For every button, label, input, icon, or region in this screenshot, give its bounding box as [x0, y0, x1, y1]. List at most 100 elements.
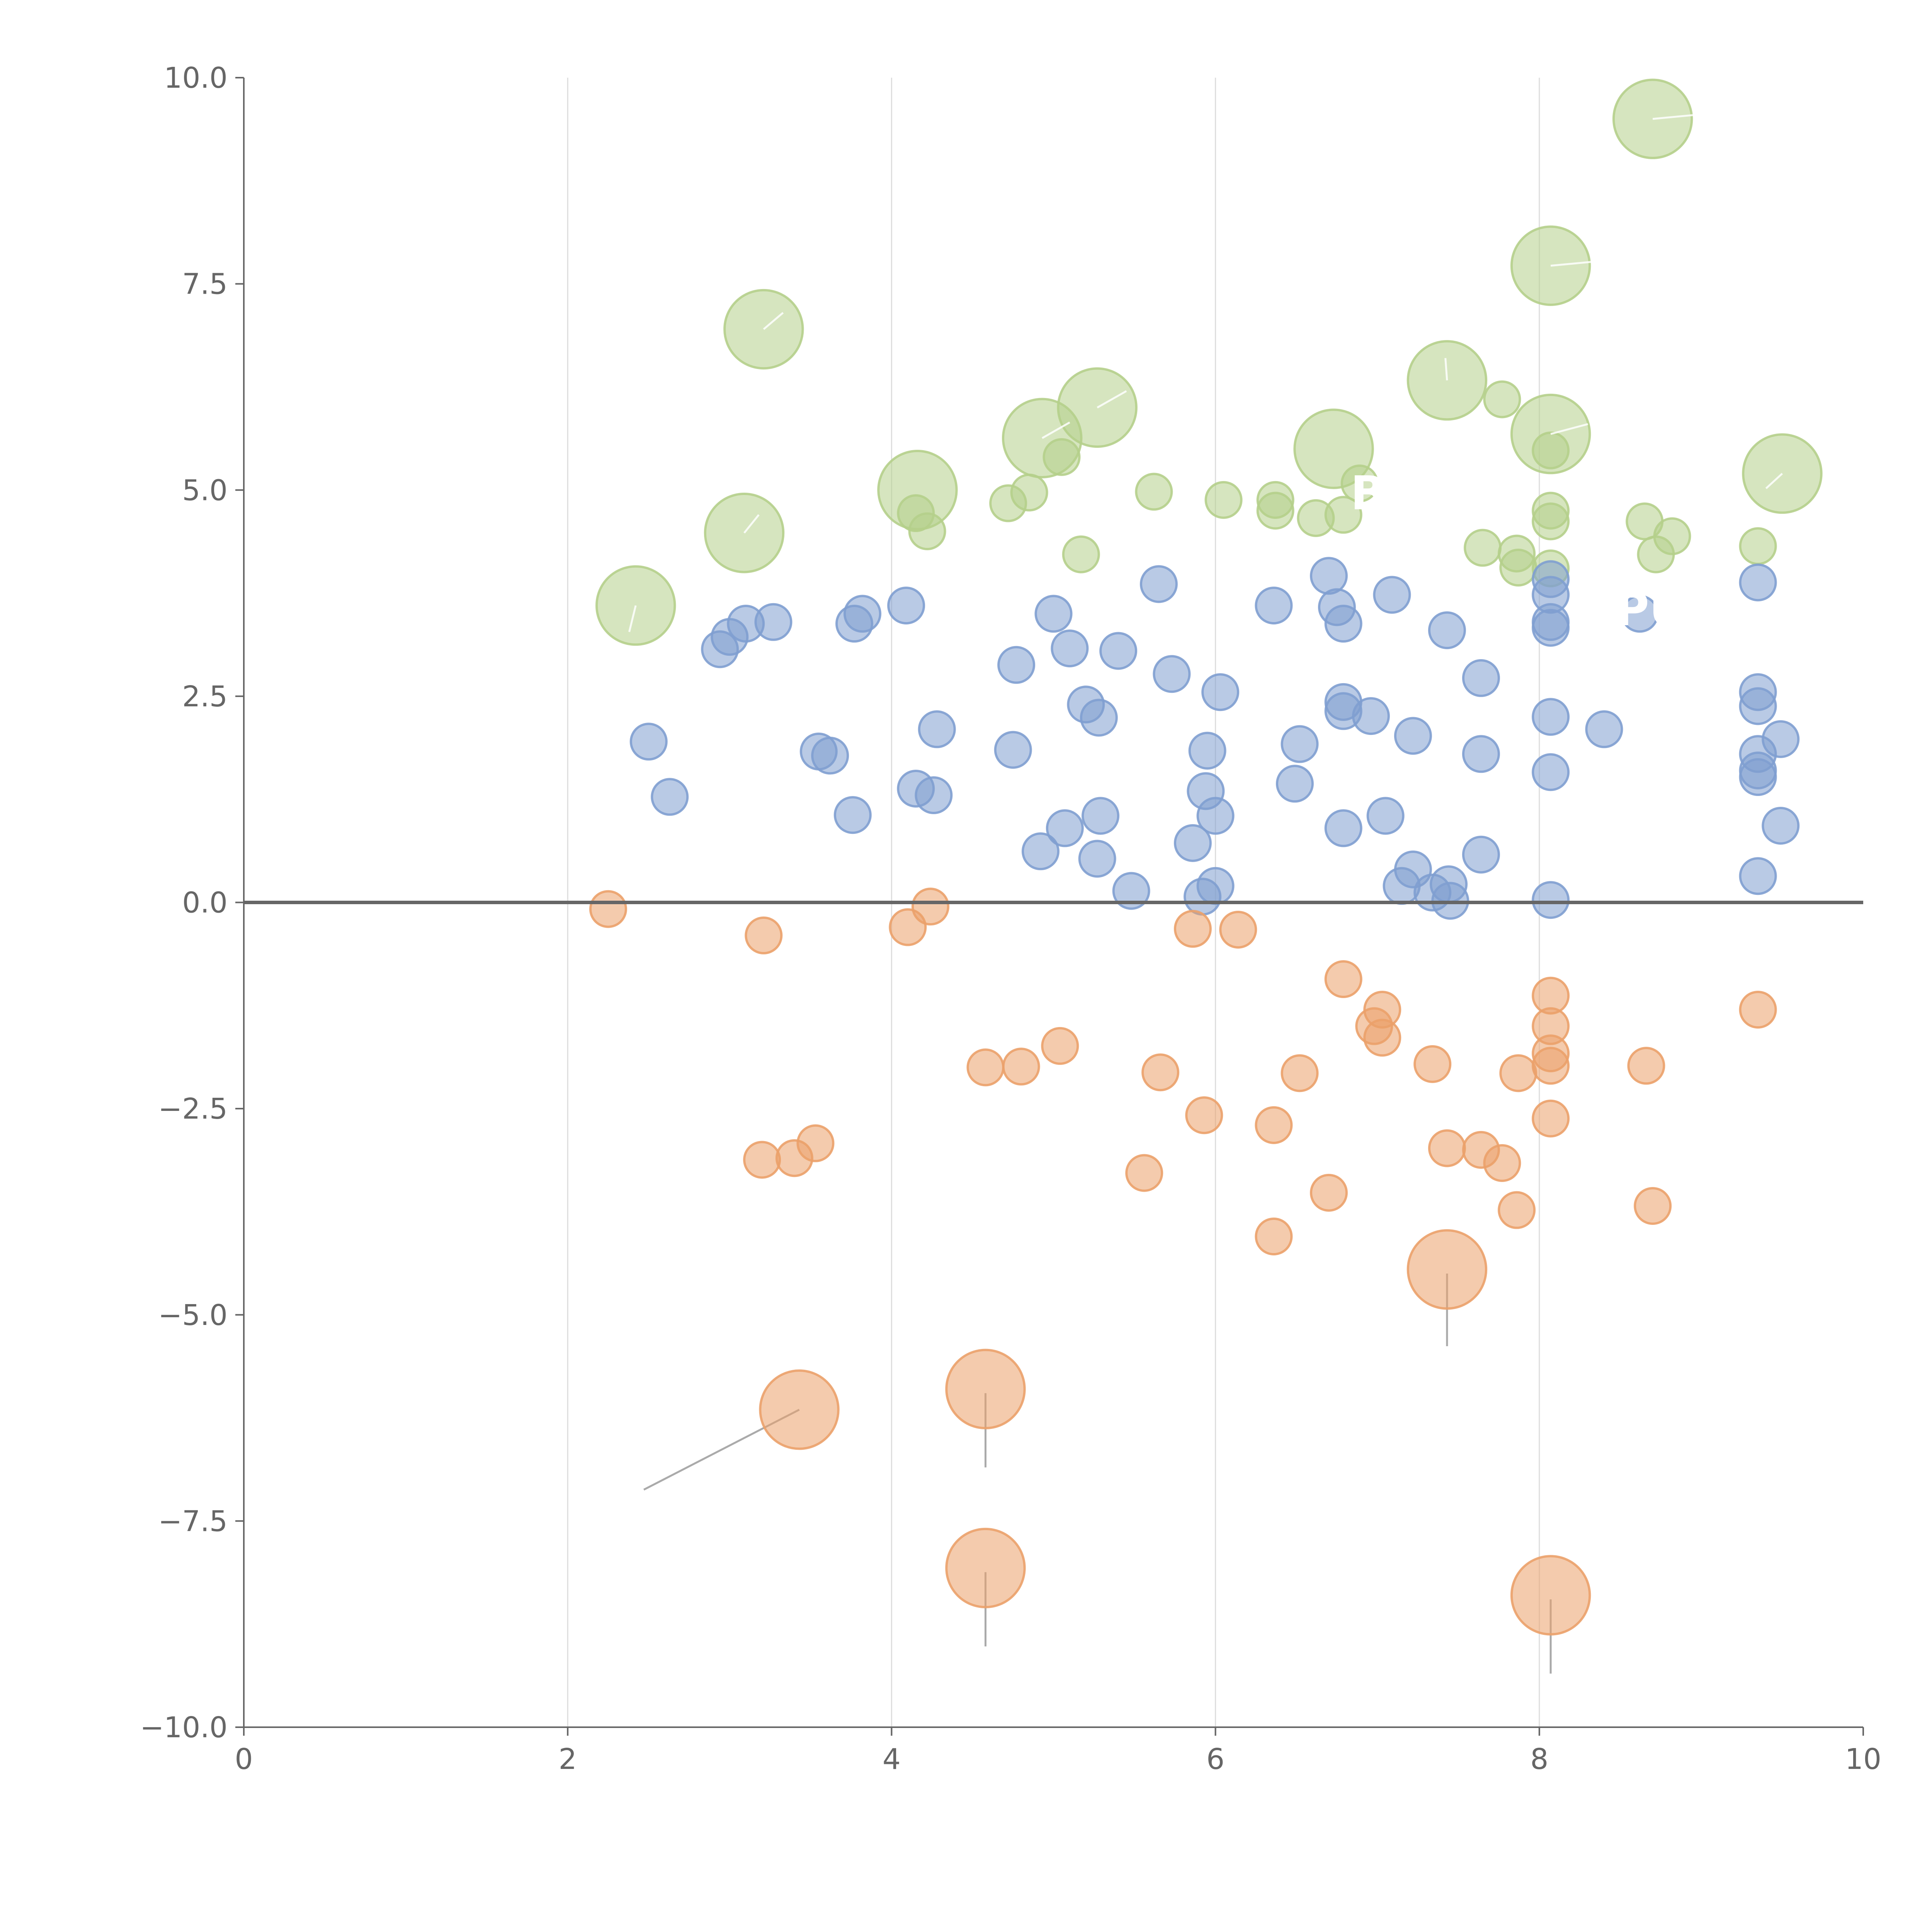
y-tick-label: 10.0 — [164, 61, 228, 95]
data-point-green — [1532, 502, 1570, 541]
data-point-green — [1204, 481, 1243, 519]
data-point-blue — [1112, 872, 1150, 910]
data-points — [589, 78, 1823, 1636]
data-point-orange — [1310, 1173, 1348, 1212]
data-point-blue — [629, 723, 668, 761]
data-point-blue — [1153, 655, 1191, 693]
data-point-blue — [833, 796, 872, 834]
data-point-blue — [1051, 629, 1089, 668]
data-point-blue — [1099, 632, 1138, 670]
data-point-blue — [887, 587, 925, 625]
data-point-blue — [1621, 595, 1659, 633]
data-point-orange — [1483, 1144, 1521, 1182]
leader-line-light — [743, 514, 760, 534]
data-point-blue — [997, 646, 1036, 684]
data-point-green — [1324, 496, 1362, 534]
data-point-green — [1532, 431, 1570, 469]
data-point-orange — [1002, 1048, 1040, 1086]
x-tick-label: 0 — [235, 1743, 253, 1776]
data-point-blue — [1739, 687, 1777, 725]
data-point-orange — [1281, 1054, 1319, 1092]
data-point-blue — [1324, 809, 1362, 847]
data-point-blue — [1196, 797, 1235, 835]
data-point-blue — [1532, 698, 1570, 736]
data-point-orange — [1324, 960, 1362, 998]
data-point-green — [1739, 527, 1777, 565]
data-point-orange — [1510, 1555, 1591, 1636]
data-point-blue — [1276, 765, 1314, 803]
y-tick-label: −7.5 — [158, 1505, 228, 1538]
data-point-orange — [1125, 1154, 1163, 1192]
data-point-green — [1135, 473, 1173, 511]
data-point-orange — [1141, 1053, 1180, 1092]
data-point-orange — [796, 1124, 835, 1162]
x-tick-label: 4 — [883, 1743, 901, 1776]
annotations: B PU — [1350, 467, 1687, 636]
data-point-green — [1256, 492, 1294, 530]
data-point-green — [1499, 548, 1537, 587]
leader-line-light — [1765, 473, 1783, 489]
leader-lines — [643, 1274, 1552, 1674]
data-point-blue — [754, 603, 793, 641]
annotation-pu: PU — [1615, 583, 1687, 636]
data-point-orange — [1627, 1047, 1665, 1085]
data-point-blue — [1394, 717, 1432, 755]
data-point-blue — [1739, 563, 1777, 602]
leader-line-light — [763, 312, 784, 330]
data-point-orange — [1255, 1106, 1293, 1144]
leader-line-light — [1041, 422, 1070, 439]
leader-line-light — [1097, 390, 1127, 408]
data-point-orange — [1255, 1217, 1293, 1255]
data-point-blue — [1532, 753, 1570, 791]
data-point-orange — [1532, 1047, 1570, 1085]
data-point-orange — [911, 888, 949, 926]
y-tick-label: −5.0 — [158, 1299, 228, 1332]
x-tick-label: 2 — [559, 1743, 577, 1776]
y-tick-label: 2.5 — [182, 680, 228, 713]
leader-line-light — [1444, 358, 1448, 381]
x-tick-label: 8 — [1530, 1743, 1548, 1776]
data-point-blue — [1078, 840, 1116, 878]
data-point-orange — [966, 1048, 1005, 1087]
data-point-green — [1340, 464, 1379, 503]
data-point-blue — [1034, 595, 1073, 633]
data-point-orange — [1185, 1096, 1223, 1134]
data-point-orange — [1173, 910, 1212, 948]
data-point-blue — [651, 778, 689, 816]
annotation-b: B — [1350, 467, 1386, 520]
y-tick-label: 5.0 — [182, 474, 228, 507]
data-point-orange — [1041, 1027, 1079, 1065]
data-point-orange — [1363, 1019, 1401, 1057]
data-point-green — [704, 493, 785, 573]
data-point-blue — [1139, 565, 1178, 603]
data-point-orange — [1413, 1045, 1452, 1083]
data-point-green — [1483, 380, 1521, 418]
data-point-blue — [918, 710, 956, 748]
data-point-green — [1637, 535, 1675, 573]
x-tick-label: 6 — [1206, 1743, 1225, 1776]
data-point-blue — [1373, 576, 1411, 614]
data-point-blue — [994, 731, 1032, 769]
y-tick-label: −2.5 — [158, 1092, 228, 1126]
data-point-blue — [1310, 557, 1348, 595]
data-point-blue — [843, 595, 881, 633]
data-point-green — [1043, 438, 1081, 476]
data-point-blue — [1532, 609, 1570, 647]
data-point-blue — [1255, 587, 1293, 625]
data-point-blue — [1196, 867, 1235, 905]
x-tick-label: 10 — [1845, 1743, 1881, 1776]
y-tick-label: −10.0 — [140, 1711, 228, 1744]
data-point-orange — [1499, 1054, 1537, 1092]
data-point-blue — [1462, 735, 1500, 773]
leader-line-light — [1652, 114, 1697, 120]
data-point-blue — [1173, 824, 1212, 862]
data-point-orange — [1219, 910, 1257, 949]
data-point-blue — [1739, 857, 1777, 895]
data-point-orange — [945, 1527, 1026, 1609]
data-point-orange — [1532, 1099, 1570, 1138]
data-point-blue — [1281, 725, 1319, 763]
data-point-blue — [1462, 835, 1500, 874]
data-point-blue — [1046, 809, 1084, 847]
data-point-blue — [1762, 720, 1800, 758]
data-point-blue — [1082, 797, 1120, 835]
